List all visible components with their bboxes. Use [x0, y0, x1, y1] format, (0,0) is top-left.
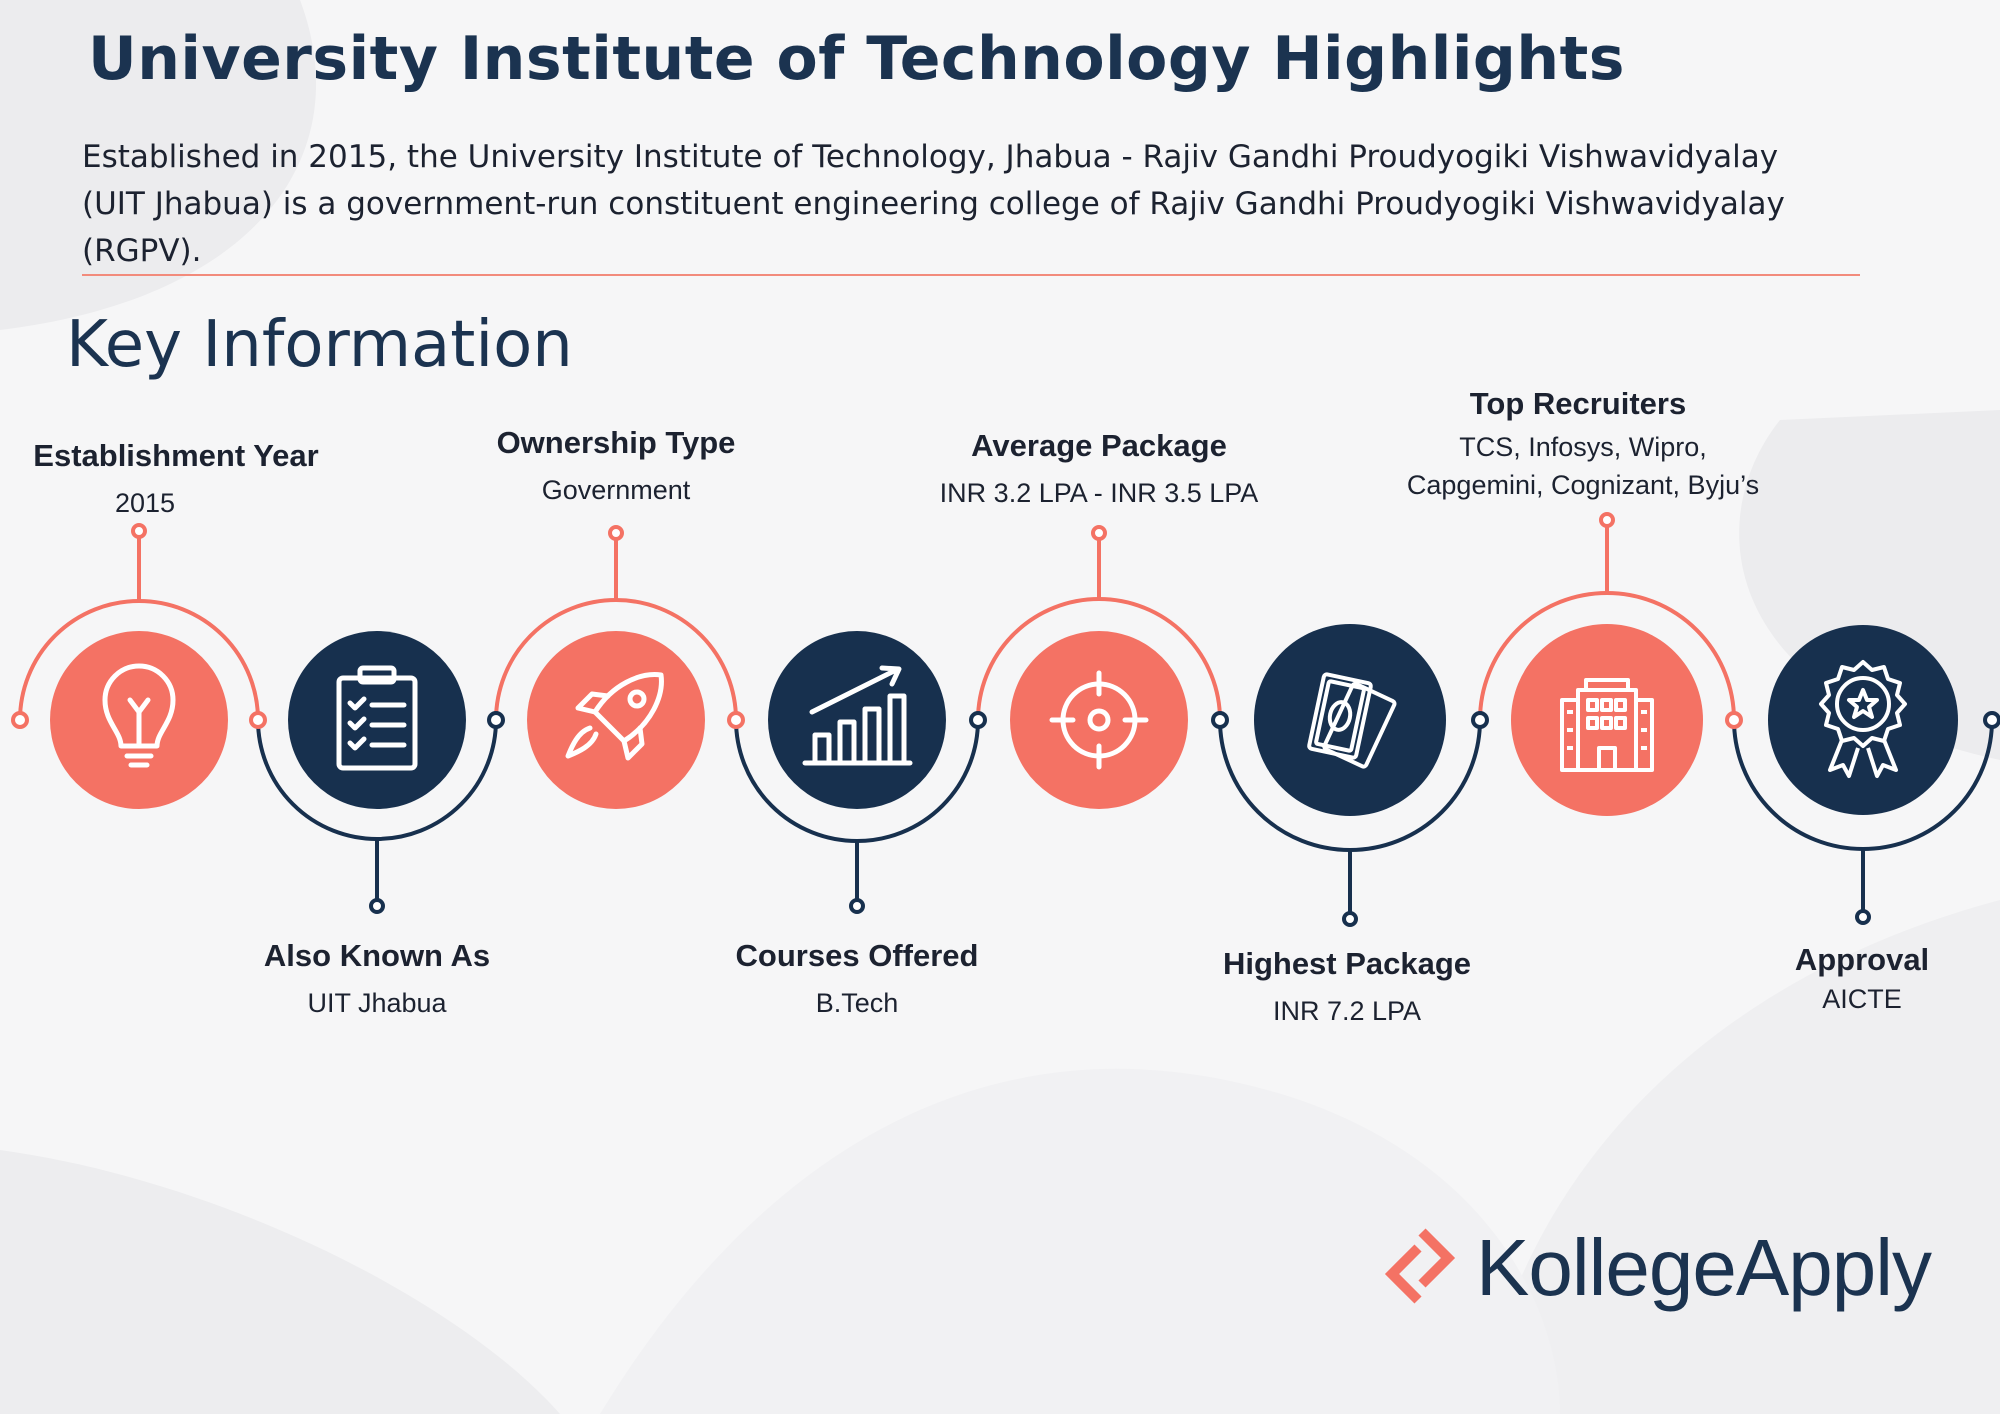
arc-6	[1218, 719, 1482, 852]
item-heading: Highest Package	[1222, 946, 1472, 981]
award-badge-icon	[1768, 625, 1958, 815]
item-value-line: TCS, Infosys, Wipro,	[1459, 432, 1707, 462]
item-value: 2015	[114, 488, 176, 518]
item-value: UIT Jhabua	[307, 988, 447, 1018]
target-icon	[1010, 631, 1188, 809]
item-heading: Approval	[1794, 942, 1930, 977]
lightbulb-icon	[50, 631, 228, 809]
item-value: INR 7.2 LPA	[1272, 996, 1422, 1026]
item-value: Government	[541, 475, 691, 505]
growth-chart-icon	[768, 631, 946, 809]
item-top-recruiters: Top Recruiters TCS, Infosys, Wipro, Capg…	[1407, 386, 1759, 504]
item-heading: Top Recruiters	[1469, 386, 1687, 421]
page-title: University Institute of Technology Highl…	[88, 24, 1625, 94]
item-ownership-type: Ownership Type Government	[497, 425, 736, 509]
item-value: TCS, Infosys, Wipro, Capgemini, Cognizan…	[1407, 428, 1759, 504]
item-value-line: Capgemini, Cognizant, Byju’s	[1406, 470, 1760, 500]
rocket-icon	[527, 631, 705, 809]
arc-8	[1732, 719, 1994, 851]
money-icon	[1254, 624, 1446, 816]
arc-7	[1478, 591, 1736, 721]
item-heading: Ownership Type	[496, 425, 736, 460]
item-value: AICTE	[1822, 984, 1902, 1014]
item-heading: Average Package	[971, 428, 1227, 463]
item-heading: Also Known As	[263, 938, 491, 973]
section-title: Key Information	[66, 308, 573, 382]
clipboard-checklist-icon	[288, 631, 466, 809]
item-value: INR 3.2 LPA - INR 3.5 LPA	[939, 478, 1259, 508]
item-highest-package: Highest Package INR 7.2 LPA	[1223, 946, 1471, 1030]
item-approval: Approval AICTE	[1795, 942, 1929, 1018]
building-icon	[1511, 624, 1703, 816]
brand-name: KollegeApply	[1476, 1223, 1932, 1312]
item-also-known-as: Also Known As UIT Jhabua	[264, 938, 490, 1022]
intro-paragraph: Established in 2015, the University Inst…	[82, 139, 1785, 269]
divider-line	[82, 274, 1860, 276]
item-value: B.Tech	[815, 988, 899, 1018]
kollegeapply-logo-icon	[1384, 1228, 1456, 1304]
item-heading: Establishment Year	[33, 438, 319, 473]
item-average-package: Average Package INR 3.2 LPA - INR 3.5 LP…	[940, 428, 1259, 512]
item-establishment-year: Establishment Year 2015	[33, 438, 318, 522]
item-heading: Courses Offered	[735, 938, 979, 973]
item-courses-offered: Courses Offered B.Tech	[736, 938, 979, 1022]
